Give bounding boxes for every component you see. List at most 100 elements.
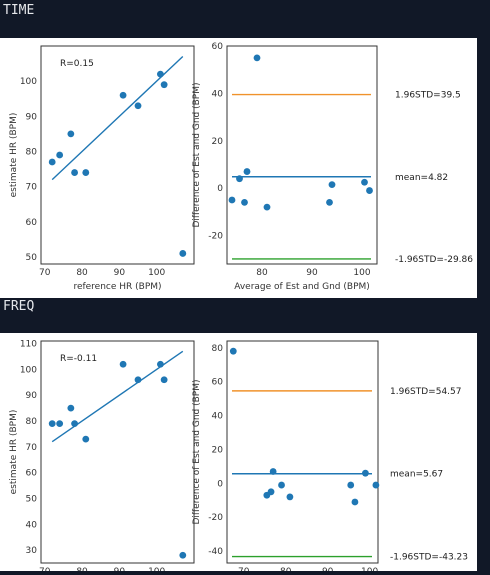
time-panel: 70 80 90 100 50 60 70 80 90 100 reference HR (BPM)… xyxy=(0,38,477,298)
time-scatter-point xyxy=(134,102,142,110)
freq-bland-altman-ytick-label: -40 xyxy=(208,547,223,557)
time-bland-altman-xlabel: Average of Est and Gnd (BPM) xyxy=(234,282,370,292)
time-bland-altman-ylabel: Difference of Est and Gnd (BPM) xyxy=(192,83,202,228)
time-scatter-ytick-label: 50 xyxy=(26,253,38,263)
time-charts: 70 80 90 100 50 60 70 80 90 100 reference HR (BPM)… xyxy=(9,42,473,292)
freq-ba-point xyxy=(351,498,359,506)
time-scatter-ytick-label: 70 xyxy=(26,183,38,193)
time-ba-point xyxy=(326,198,333,206)
freq-ba-point xyxy=(269,468,277,475)
time-limit-label-1: mean=4.82 xyxy=(395,173,448,183)
freq-scatter-point xyxy=(157,360,164,368)
time-ba-point xyxy=(361,178,368,186)
time-scatter-point xyxy=(67,130,75,138)
time-scatter-xtick-label: 90 xyxy=(114,268,126,278)
time-ba-point xyxy=(328,181,336,189)
freq-limit-label-2: -1.96STD=-43.23 xyxy=(390,553,468,563)
freq-scatter-point xyxy=(82,435,90,443)
freq-bland-altman-ytick-label: 60 xyxy=(212,378,224,388)
freq-scatter-ytick-label: 110 xyxy=(20,340,37,350)
freq-bland-altman-ytick-label: 20 xyxy=(212,445,224,455)
time-ba-point xyxy=(228,196,236,204)
freq-scatter-point xyxy=(134,376,142,384)
freq-limit-label-1: mean=5.67 xyxy=(390,470,443,480)
freq-scatter-point xyxy=(67,404,75,412)
time-ba-point xyxy=(263,203,271,211)
freq-scatter-xtick-label: 70 xyxy=(39,567,51,571)
freq-scatter-ytick-label: 30 xyxy=(26,546,38,556)
freq-bland-altman-xtick-label: 90 xyxy=(322,567,334,571)
time-scatter-xtick-label: 80 xyxy=(76,268,88,278)
freq-ba-point xyxy=(286,493,294,501)
time-ba-point xyxy=(241,198,248,206)
freq-scatter-point xyxy=(119,360,127,368)
time-scatter-ylabel: estimate HR (BPM) xyxy=(9,113,19,198)
time-scatter-point xyxy=(56,151,64,159)
freq-scatter-xtick-label: 90 xyxy=(114,567,126,571)
freq-scatter-ytick-label: 100 xyxy=(20,365,37,375)
time-scatter-point xyxy=(119,91,127,99)
freq-ba-point xyxy=(229,347,237,355)
time-bland-altman-xtick-label: 80 xyxy=(256,268,268,278)
freq-ba-point xyxy=(267,488,275,496)
time-bland-altman-xtick-label: 100 xyxy=(353,268,370,278)
time-bland-altman-ytick-label: 40 xyxy=(212,89,224,99)
time-limit-label-0: 1.96STD=39.5 xyxy=(395,91,461,101)
freq-scatter-ytick-label: 70 xyxy=(26,443,38,453)
time-bland-altman-xtick-label: 90 xyxy=(306,268,318,278)
time-r-annotation: R=0.15 xyxy=(60,59,94,69)
freq-scatter-ytick-label: 90 xyxy=(26,391,38,401)
freq-charts: 70 80 90 100 30 40 50 60 70 80 90 100 110 estimate HR… xyxy=(9,340,468,575)
freq-scatter-ytick-label: 60 xyxy=(26,469,38,479)
freq-ba-point xyxy=(372,481,380,489)
section-label-freq: FREQ xyxy=(3,299,35,314)
time-bland-altman-ytick-label: 60 xyxy=(212,42,224,52)
freq-scatter-ytick-label: 50 xyxy=(26,494,38,504)
time-scatter-frame xyxy=(40,45,195,265)
freq-bland-altman-ytick-label: 80 xyxy=(212,344,224,354)
freq-bland-altman-xtick-label: 80 xyxy=(280,567,292,571)
time-scatter-point xyxy=(157,70,164,78)
freq-bland-altman-frame xyxy=(226,340,379,564)
time-bland-altman-frame xyxy=(226,45,378,265)
time-scatter-point xyxy=(48,158,56,166)
freq-limit-label-0: 1.96STD=54.57 xyxy=(390,387,462,397)
freq-bland-altman-ytick-label: 40 xyxy=(212,412,224,422)
freq-r-annotation: R=-0.11 xyxy=(60,354,97,364)
time-bland-altman-ytick-label: -20 xyxy=(208,232,223,242)
freq-scatter-ytick-label: 40 xyxy=(26,520,38,530)
freq-scatter-point xyxy=(160,376,168,384)
time-bland-altman-ytick-label: 0 xyxy=(217,184,223,194)
freq-scatter-point xyxy=(48,420,56,428)
freq-scatter-point xyxy=(179,551,187,559)
time-ba-point xyxy=(236,175,243,183)
time-ba-point xyxy=(243,168,251,175)
time-scatter-point xyxy=(179,250,187,257)
time-ba-point xyxy=(366,187,373,194)
time-scatter-ytick-label: 90 xyxy=(26,112,38,122)
time-scatter-xlabel: reference HR (BPM) xyxy=(73,282,161,292)
freq-ba-point xyxy=(278,481,285,489)
freq-bland-altman-ylabel: Difference of Est and Gnd (BPM) xyxy=(192,380,202,525)
time-scatter-point xyxy=(82,169,90,176)
time-scatter-ytick-label: 100 xyxy=(20,77,37,87)
freq-scatter-xtick-label: 100 xyxy=(148,567,165,571)
time-scatter-point xyxy=(160,81,168,89)
freq-bland-altman-xtick-label: 100 xyxy=(361,567,378,571)
freq-scatter-point xyxy=(56,420,64,428)
time-scatter-point xyxy=(71,169,78,176)
freq-panel: 70 80 90 100 30 40 50 60 70 80 90 100 110 estimate HR… xyxy=(0,333,477,575)
time-scatter-xtick-label: 100 xyxy=(148,268,165,278)
freq-bland-altman-ytick-label: 0 xyxy=(217,479,223,489)
freq-scatter-xtick-label: 80 xyxy=(76,567,88,571)
time-scatter-xtick-label: 70 xyxy=(39,268,51,278)
freq-scatter-ytick-label: 80 xyxy=(26,417,38,427)
freq-ba-point xyxy=(362,469,369,477)
time-limit-label-2: -1.96STD=-29.86 xyxy=(395,255,473,265)
freq-scatter-ylabel: estimate HR (BPM) xyxy=(9,410,19,495)
freq-scatter-point xyxy=(71,420,78,428)
freq-scatter-frame xyxy=(40,340,195,564)
time-scatter-ytick-label: 80 xyxy=(26,147,38,157)
freq-ba-point xyxy=(347,481,355,489)
freq-bland-altman-ytick-label: -20 xyxy=(208,513,223,523)
